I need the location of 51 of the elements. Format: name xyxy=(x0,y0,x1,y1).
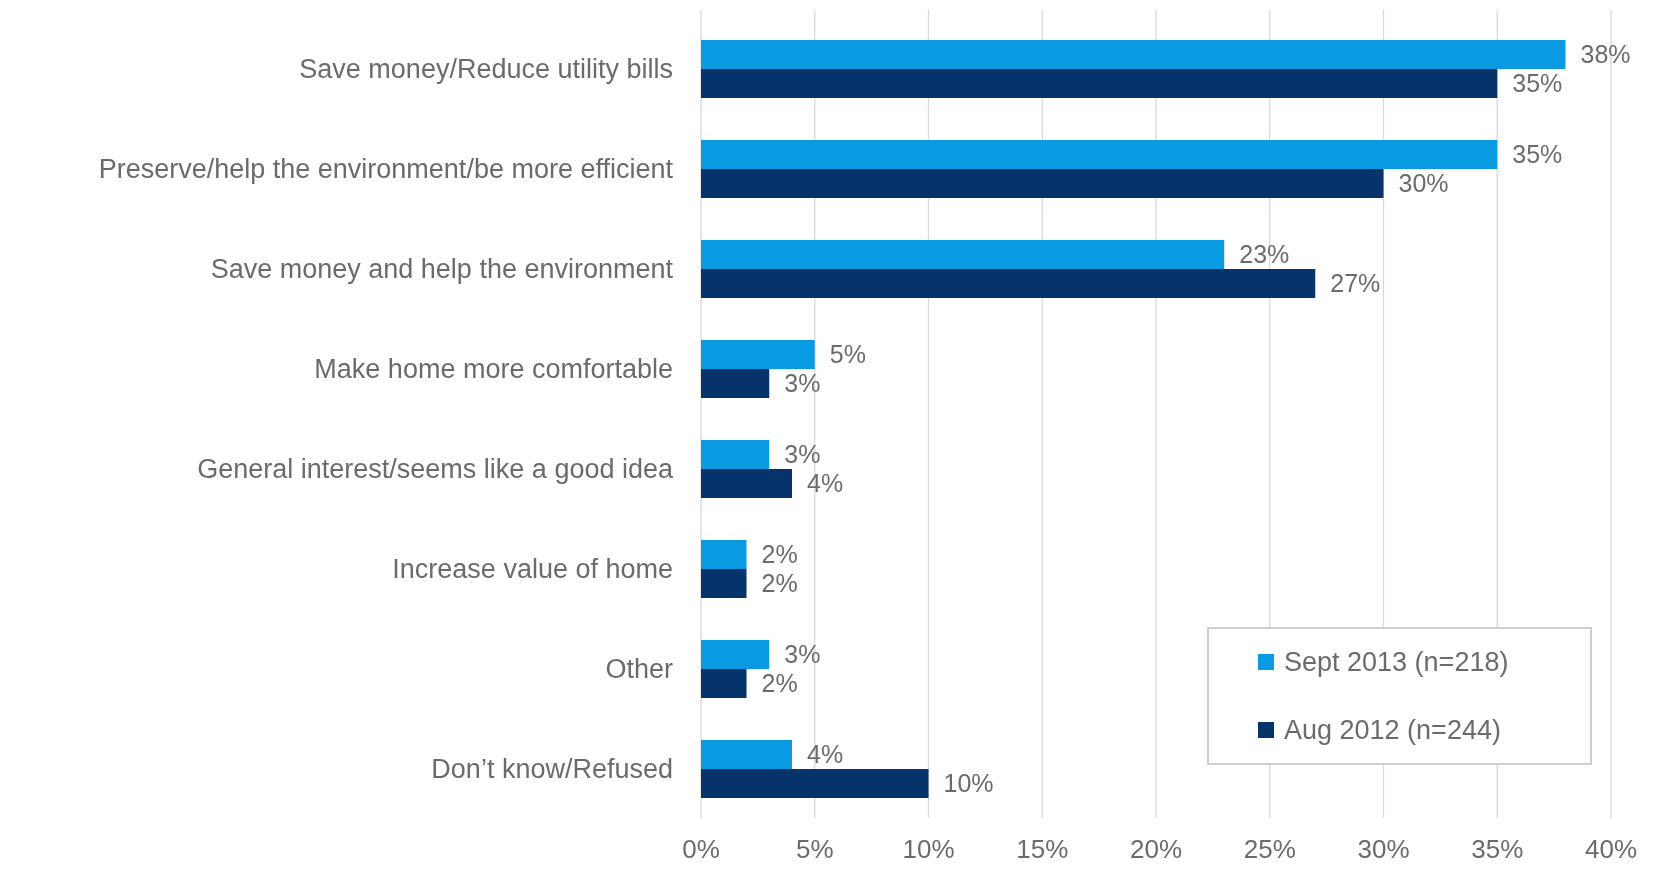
data-label: 3% xyxy=(784,640,821,669)
x-tick-label: 10% xyxy=(902,834,955,864)
legend-label: Aug 2012 (n=244) xyxy=(1284,715,1501,746)
bar xyxy=(701,469,792,498)
bar xyxy=(701,540,747,569)
data-label: 35% xyxy=(1512,69,1563,98)
data-label: 27% xyxy=(1330,269,1381,298)
y-tick-label: Preserve/help the environment/be more efficient xyxy=(98,154,674,185)
data-label: 10% xyxy=(943,769,994,798)
x-tick-label: 20% xyxy=(1129,834,1183,864)
bar xyxy=(701,640,770,669)
x-tick-label: 25% xyxy=(1243,834,1296,864)
bar xyxy=(701,769,929,798)
bar xyxy=(701,369,770,398)
y-tick-label: Make home more comfortable xyxy=(314,354,673,385)
bar xyxy=(701,69,1498,98)
y-tick-label: Don’t know/Refused xyxy=(431,754,673,785)
data-label: 38% xyxy=(1580,40,1631,69)
x-tick-label: 0% xyxy=(682,834,720,864)
data-label: 2% xyxy=(761,569,798,598)
data-label: 35% xyxy=(1512,140,1563,169)
data-label: 3% xyxy=(784,440,821,469)
data-label: 23% xyxy=(1239,240,1290,269)
bar xyxy=(701,169,1384,198)
data-label: 30% xyxy=(1398,169,1449,198)
x-tick-label: 35% xyxy=(1471,834,1524,864)
bar xyxy=(701,740,792,769)
x-tick-label: 40% xyxy=(1584,834,1638,864)
bar xyxy=(701,340,815,369)
data-label: 5% xyxy=(829,340,866,369)
data-label: 2% xyxy=(761,669,798,698)
bar xyxy=(701,440,770,469)
data-label: 4% xyxy=(807,469,844,498)
bar xyxy=(701,140,1498,169)
data-label: 4% xyxy=(807,740,844,769)
x-tick-label: 30% xyxy=(1357,834,1410,864)
bar xyxy=(701,240,1225,269)
x-tick-label: 15% xyxy=(1016,834,1069,864)
y-tick-label: General interest/seems like a good idea xyxy=(197,454,674,485)
y-tick-label: Save money and help the environment xyxy=(210,254,674,285)
data-label: 3% xyxy=(784,369,821,398)
data-label: 2% xyxy=(761,540,798,569)
bar xyxy=(701,269,1316,298)
y-tick-label: Save money/Reduce utility bills xyxy=(299,54,673,85)
legend-label: Sept 2013 (n=218) xyxy=(1284,647,1509,678)
bar xyxy=(701,569,747,598)
y-tick-label: Increase value of home xyxy=(392,554,673,585)
bar xyxy=(701,669,747,698)
y-tick-label: Other xyxy=(605,654,673,685)
x-tick-label: 5% xyxy=(795,834,834,864)
bar xyxy=(701,40,1566,69)
